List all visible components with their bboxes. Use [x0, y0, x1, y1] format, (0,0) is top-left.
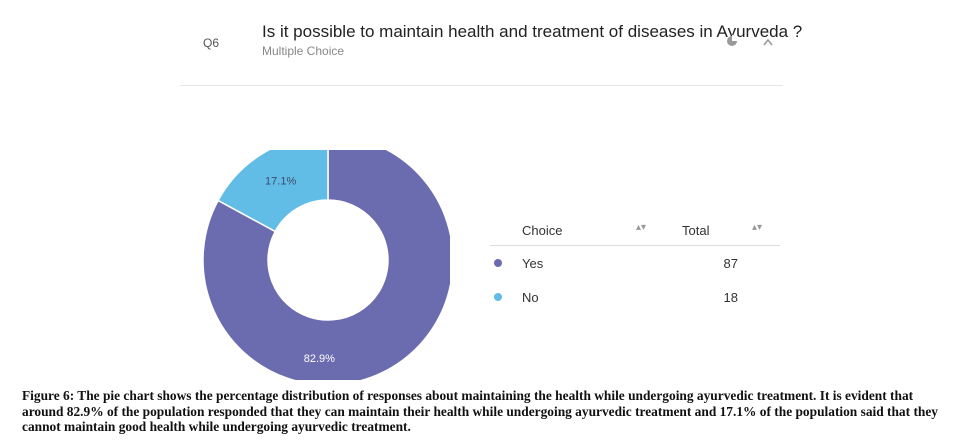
donut-slice-yes[interactable]	[202, 150, 450, 380]
figure-caption: Figure 6: The pie chart shows the percen…	[22, 388, 938, 434]
choice-header[interactable]: Choice	[522, 223, 563, 238]
total-header[interactable]: Total	[682, 223, 710, 238]
sort-icon[interactable]: ▴▾	[752, 222, 763, 233]
table-row: No 18	[490, 280, 780, 314]
question-title: Is it possible to maintain health and tr…	[262, 22, 803, 41]
sort-icon[interactable]: ▴▾	[636, 222, 647, 233]
donut-slice-no[interactable]	[217, 150, 329, 233]
results-table: Choice ▴▾ Total ▴▾ Yes 87 No 18	[490, 215, 780, 314]
collapse-chevron-icon[interactable]	[763, 38, 773, 46]
legend-dot-yes	[494, 259, 502, 267]
choice-label: Yes	[522, 256, 544, 271]
question-toolbar	[727, 35, 773, 46]
question-number: Q6	[203, 36, 220, 50]
question-type: Multiple Choice	[262, 44, 345, 58]
header-divider	[180, 85, 783, 86]
choice-total: 18	[723, 290, 738, 305]
donut-label-no: 17.1%	[265, 176, 296, 188]
choice-total: 87	[723, 256, 738, 271]
choice-label: No	[522, 290, 539, 305]
table-header: Choice ▴▾ Total ▴▾	[490, 215, 780, 246]
chart-toggle-icon[interactable]	[727, 35, 738, 46]
donut-chart: 82.9% 17.1%	[202, 150, 450, 380]
legend-dot-no	[494, 293, 502, 301]
table-row: Yes 87	[490, 246, 780, 280]
donut-label-yes: 82.9%	[304, 353, 335, 365]
